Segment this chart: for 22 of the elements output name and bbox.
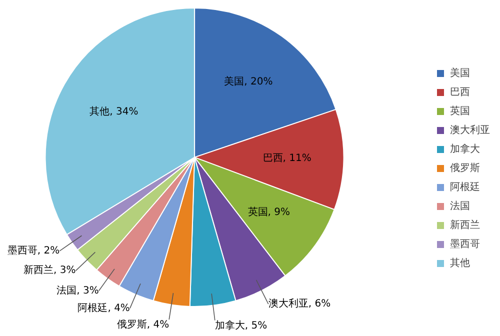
data-label: 阿根廷, 4% [78, 302, 130, 314]
data-label: 巴西, 11% [262, 153, 312, 164]
data-label: 澳大利亚, 6% [268, 298, 331, 310]
data-label: 法国, 3% [56, 284, 99, 296]
legend-label: 阿根廷 [450, 180, 480, 194]
data-label: 加拿大, 5% [214, 319, 268, 332]
data-label: 新西兰, 3% [24, 264, 76, 276]
data-label: 墨西哥, 2% [7, 245, 60, 256]
legend-label: 英国 [450, 104, 470, 118]
legend-label: 其他 [450, 256, 470, 270]
data-label: 美国, 20% [224, 76, 273, 88]
legend-label: 美国 [450, 66, 470, 80]
data-label: 其他, 34% [90, 105, 138, 118]
legend-label: 新西兰 [450, 218, 480, 232]
legend-label: 法国 [450, 200, 470, 213]
data-label: 英国, 9% [248, 206, 290, 218]
legend-label: 加拿大 [450, 142, 480, 156]
legend-label: 巴西 [450, 86, 470, 99]
data-label: 俄罗斯, 4% [116, 318, 170, 331]
legend-label: 澳大利亚 [450, 124, 490, 137]
legend-label: 俄罗斯 [450, 162, 480, 175]
legend-label: 墨西哥 [450, 238, 480, 251]
